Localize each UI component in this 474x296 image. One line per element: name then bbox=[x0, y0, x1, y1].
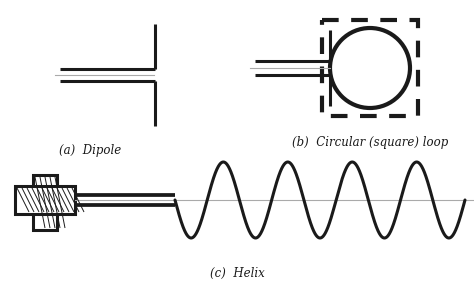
Bar bbox=[33, 175, 57, 230]
Text: (a)  Dipole: (a) Dipole bbox=[59, 144, 121, 157]
Text: (b)  Circular (square) loop: (b) Circular (square) loop bbox=[292, 136, 448, 149]
Text: (c)  Helix: (c) Helix bbox=[210, 267, 264, 280]
Bar bbox=[322, 20, 418, 116]
Bar bbox=[15, 186, 75, 214]
